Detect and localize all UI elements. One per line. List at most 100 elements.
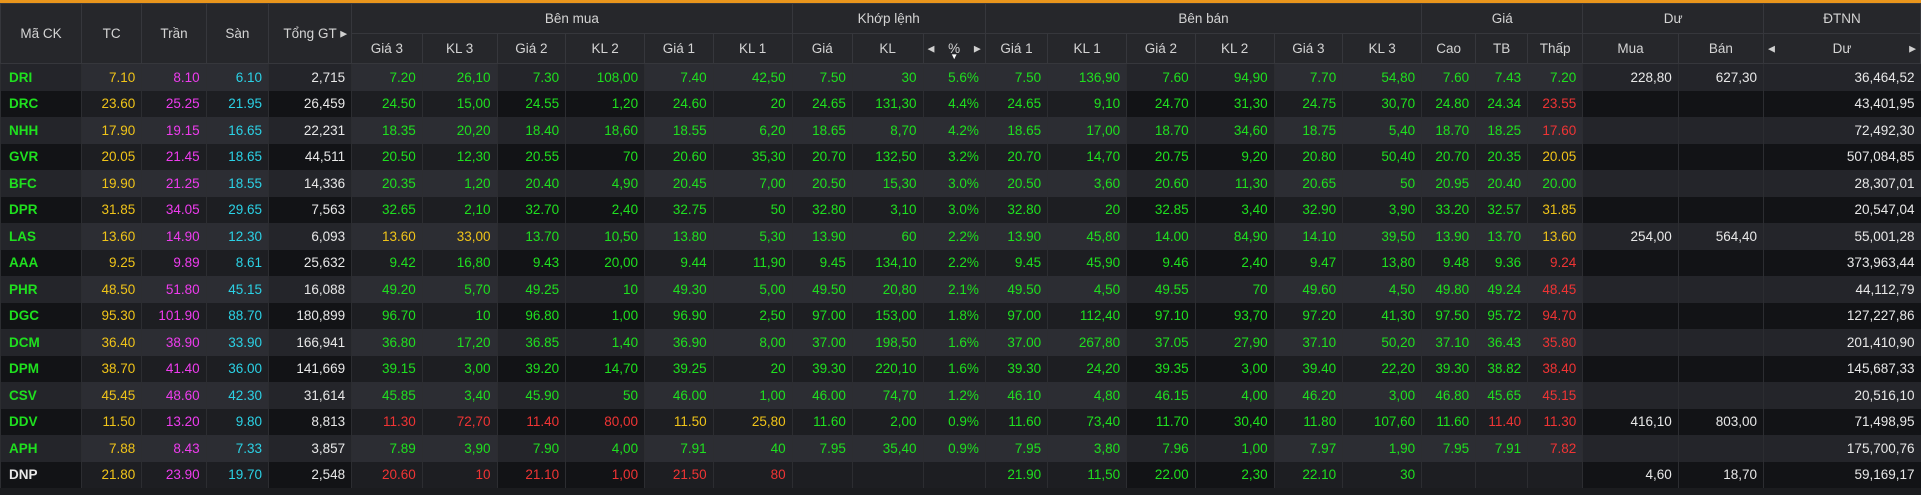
cell-sym[interactable]: GVR <box>0 143 82 170</box>
table-row[interactable]: DNP 21.80 23.90 19.70 2,548 20.60 10 21.10 1,00 2… <box>0 461 1921 488</box>
col-tc[interactable]: TC <box>81 3 143 64</box>
cell-s3: 18.75 <box>1273 117 1343 144</box>
col-sell-gia1[interactable]: Giá 1 <box>984 33 1049 64</box>
cell-s1: 49.50 <box>984 276 1048 303</box>
col-match-gia[interactable]: Giá <box>791 33 853 64</box>
cell-sym[interactable]: AAA <box>0 249 82 276</box>
cell-san: 29.65 <box>205 196 269 223</box>
cell-sk1: 9,10 <box>1047 90 1127 117</box>
table-row[interactable]: BFC 19.90 21.25 18.55 14,336 20.35 1,20 20.40 4,… <box>0 170 1921 197</box>
col-buy-gia1[interactable]: Giá 1 <box>644 33 714 64</box>
cell-bk3: 17,20 <box>421 329 498 356</box>
cell-sk1: 24,20 <box>1047 355 1127 382</box>
col-san[interactable]: Sàn <box>205 3 270 64</box>
col-sell-gia2[interactable]: Giá 2 <box>1126 33 1196 64</box>
table-row[interactable]: LAS 13.60 14.90 12.30 6,093 13.60 33,00 13.70 10… <box>0 223 1921 250</box>
cell-s2: 37.05 <box>1126 329 1196 356</box>
cell-tc: 31.85 <box>81 196 142 223</box>
cell-bk2: 18,60 <box>565 117 645 144</box>
cell-sym[interactable]: APH <box>0 435 82 462</box>
table-row[interactable]: GVR 20.05 21.45 18.65 44,511 20.50 12,30 20.55 7… <box>0 143 1921 170</box>
cell-san: 8.61 <box>205 249 269 276</box>
cell-sk3: 22,20 <box>1342 355 1422 382</box>
table-row[interactable]: DPM 38.70 41.40 36.00 141,669 39.15 3,00 39.20 1… <box>0 355 1921 382</box>
cell-sym[interactable]: DGC <box>0 302 82 329</box>
cell-sym[interactable]: PHR <box>0 276 82 303</box>
cell-tgt: 14,336 <box>268 170 352 197</box>
cell-b2: 13.70 <box>496 223 566 250</box>
table-row[interactable]: DPR 31.85 34.05 29.65 7,563 32.65 2,10 32.70 2,4… <box>0 196 1921 223</box>
cell-sym[interactable]: BFC <box>0 170 82 197</box>
cell-sym[interactable]: DPR <box>0 196 82 223</box>
cell-sym[interactable]: DRC <box>0 90 82 117</box>
col-cao[interactable]: Cao <box>1421 33 1477 64</box>
sort-right-icon[interactable]: ▶ <box>1909 43 1916 53</box>
cell-san: 12.30 <box>205 223 269 250</box>
cell-bk1: 20 <box>712 355 793 382</box>
cell-sym[interactable]: LAS <box>0 223 82 250</box>
col-tong-gt[interactable]: Tổng GT ▶ <box>268 3 353 64</box>
cell-bk3: 10 <box>421 461 498 488</box>
table-row[interactable]: DCM 36.40 38.90 33.90 166,941 36.80 17,20 36.85… <box>0 329 1921 356</box>
col-sell-kl3[interactable]: KL 3 <box>1342 33 1423 64</box>
cell-sym[interactable]: CSV <box>0 382 82 409</box>
col-match-kl[interactable]: KL <box>851 33 924 64</box>
table-row[interactable]: DGC 95.30 101.90 88.70 180,899 96.70 10 96.80 1,… <box>0 302 1921 329</box>
cell-s2: 32.85 <box>1126 196 1196 223</box>
table-row[interactable]: PHR 48.50 51.80 45.15 16,088 49.20 5,70 49.25 10… <box>0 276 1921 303</box>
table-row[interactable]: APH 7.88 8.43 7.33 3,857 7.89 3,90 7.90 4,00 7.91… <box>0 435 1921 462</box>
col-buy-kl2[interactable]: KL 2 <box>565 33 646 64</box>
cell-sk1: 45,90 <box>1047 249 1127 276</box>
cell-tc: 45.45 <box>81 382 142 409</box>
cell-s1: 9.45 <box>984 249 1048 276</box>
cell-bk1: 25,80 <box>712 408 793 435</box>
sort-right-icon[interactable]: ▶ <box>973 43 981 53</box>
sort-right-icon[interactable]: ▶ <box>340 28 348 38</box>
cell-tran: 38.90 <box>141 329 207 356</box>
cell-nn: 28,307,01 <box>1763 170 1921 197</box>
cell-sym[interactable]: DPM <box>0 355 82 382</box>
cell-kkl: 35,40 <box>851 435 923 462</box>
cell-sk3: 39,50 <box>1342 223 1422 250</box>
col-buy-kl1[interactable]: KL 1 <box>712 33 793 64</box>
col-sell-kl1[interactable]: KL 1 <box>1047 33 1128 64</box>
col-thap[interactable]: Thấp <box>1527 33 1584 64</box>
col-du-mua[interactable]: Mua <box>1582 33 1679 64</box>
cell-sym[interactable]: DCM <box>0 329 82 356</box>
cell-sym[interactable]: NHH <box>0 117 82 144</box>
col-sell-kl2[interactable]: KL 2 <box>1194 33 1275 64</box>
col-tran[interactable]: Trần <box>141 3 207 64</box>
cell-dm <box>1582 302 1679 329</box>
cell-sym[interactable]: DRI <box>0 63 82 91</box>
cell-sym[interactable]: DNP <box>0 461 82 488</box>
col-sell-gia3[interactable]: Giá 3 <box>1273 33 1344 64</box>
cell-bk1: 7,00 <box>712 170 793 197</box>
col-du-ban[interactable]: Bán <box>1677 33 1765 64</box>
cell-nn: 71,498,95 <box>1763 408 1921 435</box>
col-buy-gia2[interactable]: Giá 2 <box>496 33 567 64</box>
col-buy-kl3[interactable]: KL 3 <box>421 33 498 64</box>
col-dtnn-du[interactable]: ◀ Dư ▶ <box>1763 33 1921 64</box>
cell-kg: 46.00 <box>791 382 853 409</box>
table-row[interactable]: DRC 23.60 25.25 21.95 26,459 24.50 15,00 24.55 1… <box>0 90 1921 117</box>
sort-left-icon[interactable]: ◀ <box>1768 43 1775 53</box>
cell-b2: 49.25 <box>496 276 566 303</box>
cell-s2: 39.35 <box>1126 355 1196 382</box>
table-row[interactable]: DRI 7.10 8.10 6.10 2,715 7.20 26,10 7.30 108,00 7… <box>0 63 1921 91</box>
table-row[interactable]: DDV 11.50 13.20 9.80 8,813 11.30 72,70 11.40 80,… <box>0 408 1921 435</box>
sort-left-icon[interactable]: ◀ <box>927 43 935 53</box>
col-ma-ck[interactable]: Mã CK <box>0 3 83 64</box>
cell-s2: 46.15 <box>1126 382 1196 409</box>
cell-kg: 13.90 <box>791 223 853 250</box>
table-row[interactable]: NHH 17.90 19.15 16.65 22,231 18.35 20,20 18.40 1… <box>0 117 1921 144</box>
cell-tran: 13.20 <box>141 408 207 435</box>
col-tb[interactable]: TB <box>1475 33 1529 64</box>
col-match-pct[interactable]: ◀ % ▶ ▼ <box>922 33 986 64</box>
cell-kkl: 131,30 <box>851 90 923 117</box>
cell-nn: 55,001,28 <box>1763 223 1921 250</box>
col-buy-gia3[interactable]: Giá 3 <box>351 33 423 64</box>
cell-san: 21.95 <box>205 90 269 117</box>
table-row[interactable]: CSV 45.45 48.60 42.30 31,614 45.85 3,40 45.90 50… <box>0 382 1921 409</box>
cell-sym[interactable]: DDV <box>0 408 82 435</box>
table-row[interactable]: AAA 9.25 9.89 8.61 25,632 9.42 16,80 9.43 20,00 9… <box>0 249 1921 276</box>
